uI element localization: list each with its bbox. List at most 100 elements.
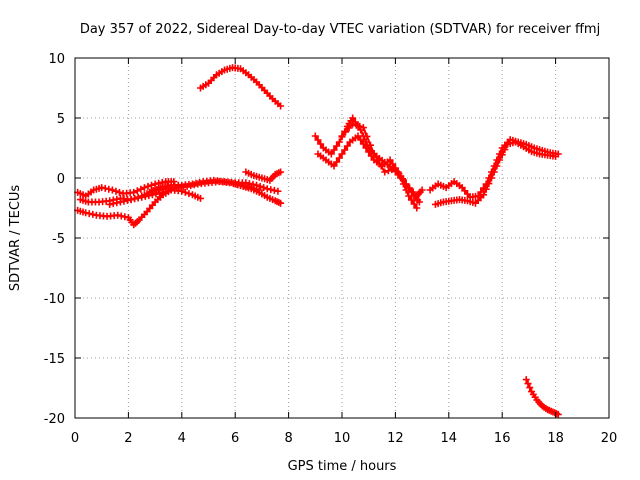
data-point [277,168,285,176]
data-point [170,178,178,186]
data-point [116,188,123,196]
data-point [552,152,560,160]
data-point [349,114,357,122]
data-point [359,124,367,132]
data-point [370,150,378,158]
data-point [490,168,498,176]
markers-arc-1 [74,178,178,200]
data-point [374,156,382,164]
data-point [377,162,385,170]
data-point [338,132,346,140]
data-point [389,160,397,168]
data-point [391,164,399,172]
data-point [330,146,338,154]
data-point [526,384,534,392]
data-point [395,170,403,178]
data-point [153,185,161,193]
data-point [381,168,389,176]
data-point [277,199,285,207]
data-point [341,146,349,154]
data-point [501,146,509,154]
series-layer [74,64,562,418]
data-point [482,185,490,193]
data-point [345,124,353,132]
y-tick-label: -15 [44,352,65,367]
data-point [357,136,365,144]
data-point [333,158,341,166]
data-point [362,144,370,152]
x-tick-label: 16 [494,431,511,446]
chart-title: Day 357 of 2022, Sidereal Day-to-day VTE… [80,22,600,37]
markers-arc-7 [242,168,285,184]
data-point [352,121,360,129]
x-tick-label: 10 [334,431,351,446]
data-point [327,150,335,158]
data-point [363,132,371,140]
data-point [338,150,346,158]
x-tick-label: 18 [547,431,564,446]
x-tick-label: 14 [441,431,458,446]
markers-arc-8 [196,64,285,110]
data-point [108,186,116,194]
data-point [359,140,367,148]
data-point [480,191,488,199]
y-tick-label: 10 [48,52,65,67]
data-point [178,187,186,195]
data-point [149,187,157,195]
data-point [277,102,285,110]
data-point [496,156,504,164]
data-point [146,188,154,196]
data-point [274,187,282,195]
x-tick-label: 8 [284,431,292,446]
markers-arc-12 [426,136,562,201]
data-point [485,180,493,188]
data-point [330,162,338,170]
data-point [311,132,319,140]
data-point [148,181,156,189]
data-point [314,136,322,144]
data-point [253,181,261,189]
y-tick-label: -5 [52,232,65,247]
data-point [185,190,193,198]
data-point [386,156,394,164]
markers-arc-13 [431,138,560,208]
data-point [342,128,350,136]
x-axis-label: GPS time / hours [288,459,397,474]
x-tick-label: 2 [124,431,132,446]
data-point [399,175,407,183]
data-point [413,204,421,212]
data-point [112,187,120,195]
data-point [127,196,135,204]
data-point [137,185,145,193]
y-tick-label: 5 [57,112,65,127]
markers-arc-11 [338,120,426,200]
data-point [354,132,362,140]
y-tick-label: -20 [44,412,65,427]
data-point [493,162,501,170]
data-point [384,167,392,175]
data-point [406,184,414,192]
data-point [335,154,343,162]
data-point [196,194,204,202]
x-tick-label: 6 [231,431,239,446]
grid-layer [75,58,609,418]
markers-arc-14 [522,376,562,418]
data-point [131,194,139,202]
data-point [366,141,374,149]
data-point [356,122,364,130]
data-point [140,184,148,192]
data-point [144,182,152,190]
data-point [343,142,351,150]
markers-arc-6 [231,180,285,207]
data-point [488,174,496,182]
tick-layer: 0 2 4 6 8 10 12 14 16 18 20 -20 -15 -10 -5 0 5 10 [44,52,618,446]
data-point [365,148,373,156]
data-point [317,140,325,148]
data-point [133,187,141,195]
data-point [409,188,417,196]
data-point [498,151,506,159]
x-tick-label: 12 [387,431,404,446]
data-point [402,180,410,188]
x-tick-label: 4 [178,431,186,446]
data-point [418,186,426,194]
